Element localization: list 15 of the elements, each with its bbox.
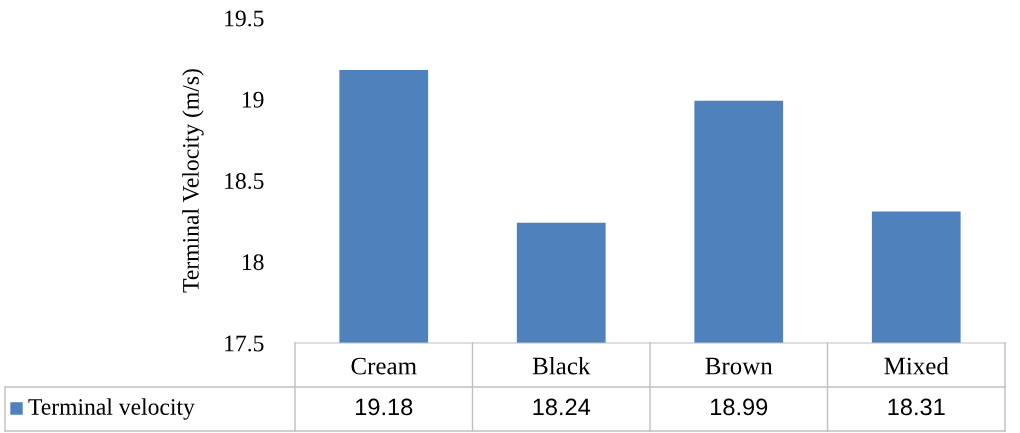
data-label: 18.99 — [711, 398, 768, 416]
data-label: 18.24 — [533, 398, 591, 416]
x-tick-label: Brown — [705, 357, 773, 375]
data-label: 19.18 — [356, 398, 413, 416]
y-tick-label: 18 — [242, 254, 264, 271]
x-tick-label: Mixed — [884, 356, 949, 375]
x-tick-label: Black — [532, 356, 591, 375]
y-tick-label: 19 — [242, 91, 264, 108]
y-tick-label: 17.5 — [225, 335, 264, 352]
x-tick-label: Cream — [351, 357, 417, 375]
data-label: 18.31 — [888, 398, 945, 416]
y-tick-label: 18.5 — [225, 172, 264, 190]
y-axis-title: Terminal Velocity (m/s) — [182, 69, 204, 293]
legend-label: Terminal velocity — [28, 398, 195, 420]
y-tick-label: 19.5 — [225, 10, 264, 27]
